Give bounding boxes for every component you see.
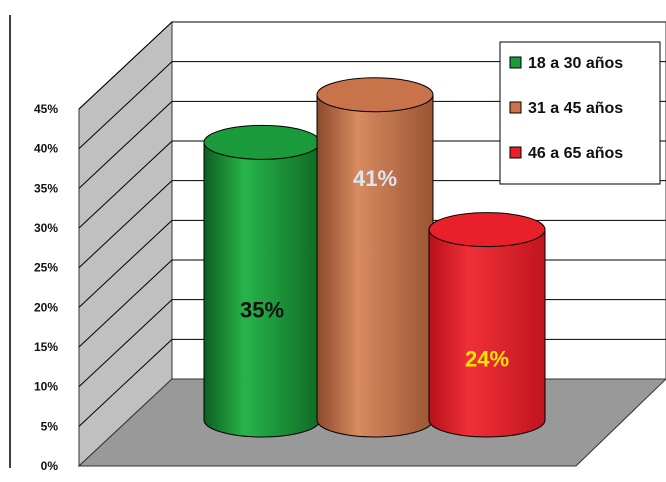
gridline-left-1 <box>78 338 173 427</box>
y-tick-label: 30% <box>34 221 58 235</box>
gridline-left-3 <box>78 259 173 348</box>
bar-body-2 <box>428 229 546 438</box>
legend: 18 a 30 años 31 a 45 años 46 a 65 años <box>499 41 661 185</box>
legend-swatch-1 <box>509 101 522 114</box>
legend-label-1: 31 a 45 años <box>528 100 623 117</box>
gridline-left-2 <box>78 299 173 388</box>
y-tick-label: 0% <box>41 459 59 473</box>
bar-1 <box>316 77 434 438</box>
gridline-left-6 <box>78 140 173 229</box>
data-label-1: 41% <box>353 166 397 191</box>
y-tick-label: 40% <box>34 142 58 156</box>
data-label-2: 24% <box>465 347 509 372</box>
gridline-left-7 <box>78 100 173 189</box>
legend-label-2: 46 a 65 años <box>528 145 623 162</box>
data-label-0: 35% <box>240 297 284 322</box>
y-axis-ticks: 0% 5% 10% 15% 20% 25% 30% 35% 40% 45% <box>34 102 58 473</box>
y-tick-label: 45% <box>34 102 58 116</box>
legend-swatch-0 <box>509 56 522 69</box>
legend-swatch-2 <box>509 146 522 159</box>
bar-0 <box>203 124 321 438</box>
y-tick-label: 15% <box>34 340 58 354</box>
bar-top-1 <box>316 77 434 113</box>
bar-2 <box>428 212 546 438</box>
y-tick-label: 10% <box>34 380 58 394</box>
gridline-left-9 <box>78 21 173 110</box>
y-tick-label: 5% <box>41 419 59 433</box>
legend-box <box>499 41 661 185</box>
gridline-left-5 <box>78 180 173 269</box>
bar-top-0 <box>203 124 321 160</box>
data-labels: 35% 41% 24% <box>240 166 509 372</box>
y-tick-label: 25% <box>34 261 58 275</box>
legend-label-0: 18 a 30 años <box>528 55 623 72</box>
y-tick-label: 35% <box>34 181 58 195</box>
gridline-left-4 <box>78 219 173 308</box>
bar-top-2 <box>428 212 546 248</box>
bar-body-0 <box>203 141 321 438</box>
y-tick-label: 20% <box>34 300 58 314</box>
bars <box>203 77 546 438</box>
gridline-left-8 <box>78 61 173 150</box>
bar-body-1 <box>316 94 434 438</box>
